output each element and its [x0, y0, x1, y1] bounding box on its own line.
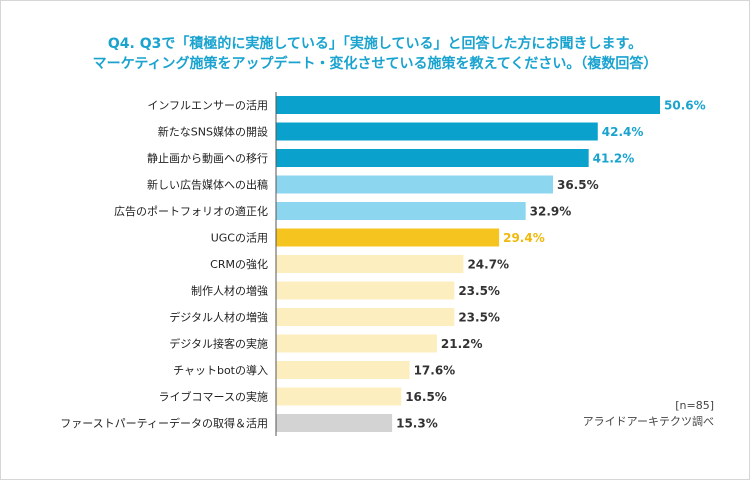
value-label-2: 42.4%	[602, 125, 644, 139]
chart-title-line2: マーケティング施策をアップデート・変化させている施策を教えてください。（複数回答…	[92, 56, 658, 72]
category-label-13: ファーストパーティーデータの取得＆活用	[60, 416, 268, 430]
chart-title-line1: Q4. Q3で「積極的に実施している」「実施している」と回答した方にお聞きします…	[107, 36, 643, 52]
bar-2	[276, 122, 598, 141]
value-label-10: 21.2%	[441, 337, 483, 351]
bar-1	[276, 96, 660, 114]
value-label-4: 36.5%	[557, 178, 599, 192]
category-label-8: 制作人材の増強	[191, 284, 268, 298]
sample-size-note: [n=85]	[675, 399, 714, 412]
category-label-6: UGCの活用	[211, 232, 268, 245]
bar-7	[276, 255, 464, 273]
bar-12	[276, 387, 402, 406]
bar-5	[276, 202, 526, 220]
value-label-6: 29.4%	[503, 231, 545, 245]
value-label-12: 16.5%	[405, 390, 447, 404]
category-label-11: チャットbotの導入	[173, 363, 268, 377]
value-label-1: 50.6%	[664, 99, 706, 113]
bar-4	[276, 175, 553, 194]
chart-title: Q4. Q3で「積極的に実施している」「実施している」と回答した方にお聞きします…	[0, 34, 750, 74]
category-label-12: ライブコマースの実施	[159, 390, 268, 404]
bar-11	[276, 361, 410, 379]
source-note: アライドアーキテクツ調べ	[582, 415, 714, 428]
value-label-7: 24.7%	[467, 258, 509, 272]
category-label-4: 新しい広告媒体への出稿	[147, 178, 268, 192]
bar-13	[276, 414, 393, 432]
category-label-7: CRMの強化	[210, 257, 268, 271]
category-label-3: 静止画から動画への移行	[147, 151, 268, 165]
bar-3	[276, 149, 589, 167]
category-label-1: インフルエンサーの活用	[147, 99, 268, 112]
value-label-3: 41.2%	[593, 152, 635, 166]
bar-10	[276, 334, 437, 353]
value-label-9: 23.5%	[458, 311, 500, 325]
bar-6	[276, 228, 500, 247]
bar-8	[276, 281, 455, 300]
value-label-8: 23.5%	[458, 284, 500, 298]
category-label-5: 広告のポートフォリオの適正化	[114, 204, 268, 218]
bar-9	[276, 308, 455, 326]
category-label-10: デジタル接客の実施	[169, 337, 268, 351]
value-label-5: 32.9%	[530, 205, 572, 219]
value-label-11: 17.6%	[414, 364, 456, 378]
value-label-13: 15.3%	[396, 417, 438, 431]
category-label-2: 新たなSNS媒体の開設	[158, 125, 268, 139]
category-label-9: デジタル人材の増強	[169, 310, 268, 324]
